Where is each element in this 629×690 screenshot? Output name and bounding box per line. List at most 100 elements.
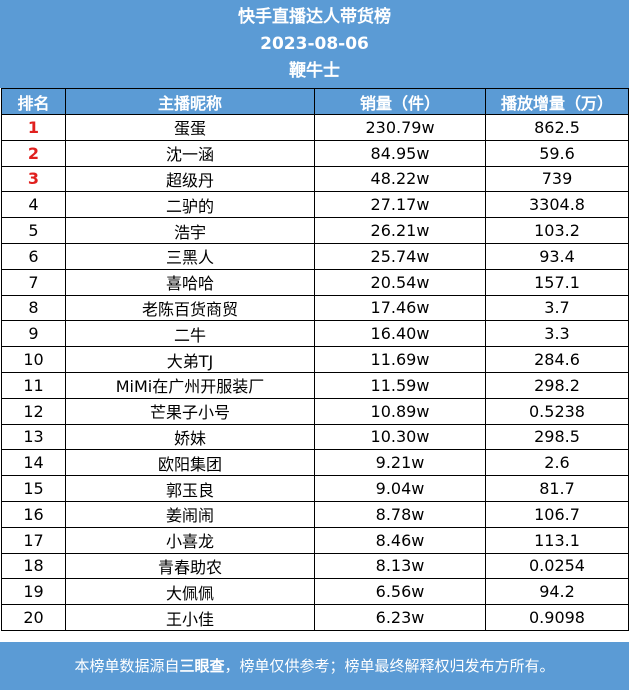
ranking-table: 排名 主播昵称 销量（件） 播放增量（万） 1 蛋蛋 230.79w 862.5 2 沈一… [1,88,629,631]
rank-cell: 1 [1,114,66,141]
header: 快手直播达人带货榜 2023-08-06 鞭牛士 [0,0,629,88]
rank-cell: 2 [1,139,66,167]
sales-cell: 8.46w [314,526,486,554]
rank-cell: 19 [1,578,66,606]
anchor-name-cell: 姜闹闹 [65,500,315,528]
table-row: 6 三黑人 25.74w 93.4 [1,242,629,270]
anchor-name-cell: 三黑人 [65,242,315,270]
table-row: 14 欧阳集团 9.21w 2.6 [1,449,629,477]
column-header-rank: 排名 [1,88,66,115]
anchor-name-cell: 大弟TJ [65,346,315,373]
rank-cell: 16 [1,500,66,528]
plays-cell: 113.1 [485,526,629,554]
sales-cell: 84.95w [314,139,486,167]
sales-cell: 25.74w [314,242,486,270]
anchor-name-cell: 浩宇 [65,217,315,244]
sales-cell: 26.21w [314,217,486,244]
sales-cell: 48.22w [314,165,486,193]
table-row: 10 大弟TJ 11.69w 284.6 [1,346,629,373]
plays-cell: 0.0254 [485,552,629,580]
sales-cell: 10.30w [314,423,486,451]
rank-cell: 20 [1,604,66,631]
sales-cell: 11.69w [314,346,486,373]
column-header-name: 主播昵称 [65,88,315,115]
rank-cell: 12 [1,397,66,425]
anchor-name-cell: 郭玉良 [65,475,315,502]
sales-cell: 8.13w [314,552,486,580]
anchor-name-cell: 大佩佩 [65,578,315,606]
sales-cell: 10.89w [314,397,486,425]
anchor-name-cell: 二驴的 [65,191,315,219]
sales-cell: 17.46w [314,294,486,322]
rank-cell: 18 [1,552,66,580]
plays-cell: 59.6 [485,139,629,167]
anchor-name-cell: 超级丹 [65,165,315,193]
table-row: 19 大佩佩 6.56w 94.2 [1,578,629,606]
plays-cell: 93.4 [485,242,629,270]
footer-note: 本榜单数据源自三眼查，榜单仅供参考；榜单最终解释权归发布方所有。 [0,642,629,690]
table-row: 5 浩宇 26.21w 103.2 [1,217,629,244]
plays-cell: 0.9098 [485,604,629,631]
anchor-name-cell: 青春助农 [65,552,315,580]
plays-cell: 103.2 [485,217,629,244]
column-header-sales: 销量（件） [314,88,486,115]
table-body: 1 蛋蛋 230.79w 862.5 2 沈一涵 84.95w 59.6 3 超级丹 48.22w 7… [1,114,629,631]
table-header-row: 排名 主播昵称 销量（件） 播放增量（万） [1,88,629,115]
sales-cell: 9.21w [314,449,486,477]
plays-cell: 157.1 [485,268,629,296]
rank-cell: 8 [1,294,66,322]
plays-cell: 94.2 [485,578,629,606]
anchor-name-cell: 芒果子小号 [65,397,315,425]
table-row: 20 王小佳 6.23w 0.9098 [1,604,629,631]
plays-cell: 2.6 [485,449,629,477]
anchor-name-cell: 王小佳 [65,604,315,631]
rank-cell: 15 [1,475,66,502]
sales-cell: 20.54w [314,268,486,296]
footer-source: 三眼查 [179,657,225,675]
plays-cell: 298.2 [485,371,629,399]
plays-cell: 106.7 [485,500,629,528]
anchor-name-cell: MiMi在广州开服装厂 [65,371,315,399]
table-row: 18 青春助农 8.13w 0.0254 [1,552,629,580]
plays-cell: 3.7 [485,294,629,322]
plays-cell: 3.3 [485,320,629,348]
table-row: 7 喜哈哈 20.54w 157.1 [1,268,629,296]
date-label: 2023-08-06 [260,34,369,54]
table-row: 9 二牛 16.40w 3.3 [1,320,629,348]
table-row: 3 超级丹 48.22w 739 [1,165,629,193]
plays-cell: 298.5 [485,423,629,451]
sales-cell: 6.56w [314,578,486,606]
anchor-name-cell: 老陈百货商贸 [65,294,315,322]
plays-cell: 3304.8 [485,191,629,219]
table-row: 11 MiMi在广州开服装厂 11.59w 298.2 [1,371,629,399]
table-row: 1 蛋蛋 230.79w 862.5 [1,114,629,141]
rank-cell: 7 [1,268,66,296]
rank-cell: 6 [1,242,66,270]
plays-cell: 284.6 [485,346,629,373]
anchor-name-cell: 娇妹 [65,423,315,451]
rank-cell: 13 [1,423,66,451]
table-row: 13 娇妹 10.30w 298.5 [1,423,629,451]
rank-cell: 11 [1,371,66,399]
anchor-name-cell: 欧阳集团 [65,449,315,477]
anchor-name-cell: 二牛 [65,320,315,348]
brand-label: 鞭牛士 [289,61,340,81]
rank-cell: 5 [1,217,66,244]
plays-cell: 739 [485,165,629,193]
footer-suffix: ，榜单仅供参考；榜单最终解释权归发布方所有。 [224,657,555,675]
plays-cell: 862.5 [485,114,629,141]
sales-cell: 27.17w [314,191,486,219]
anchor-name-cell: 小喜龙 [65,526,315,554]
sales-cell: 11.59w [314,371,486,399]
sales-cell: 16.40w [314,320,486,348]
table-row: 8 老陈百货商贸 17.46w 3.7 [1,294,629,322]
rank-cell: 10 [1,346,66,373]
sales-cell: 9.04w [314,475,486,502]
rank-cell: 17 [1,526,66,554]
rank-cell: 3 [1,165,66,193]
table-row: 15 郭玉良 9.04w 81.7 [1,475,629,502]
table-row: 16 姜闹闹 8.78w 106.7 [1,500,629,528]
column-header-plays: 播放增量（万） [485,88,629,115]
sales-cell: 230.79w [314,114,486,141]
